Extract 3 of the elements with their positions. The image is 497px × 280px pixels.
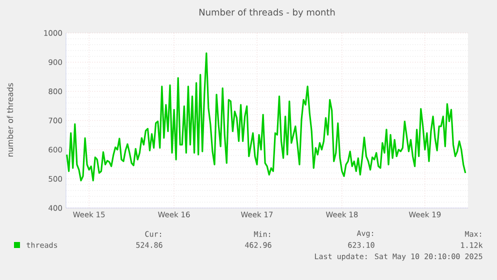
line-series xyxy=(66,52,466,182)
chart-title: Number of threads - by month xyxy=(199,8,335,18)
y-axis-title: number of threads xyxy=(6,83,14,156)
